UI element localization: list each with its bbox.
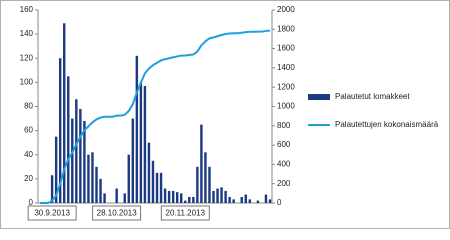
bar: [163, 188, 167, 203]
y2-tick-label: 2000: [277, 5, 295, 14]
y-tick-label: 0: [29, 198, 34, 207]
y2-tick-label: 1200: [277, 82, 295, 91]
legend-label: Palautetut lomakkeet: [335, 92, 410, 101]
y-tick-label: 20: [24, 174, 33, 183]
y2-tick-label: 200: [277, 179, 291, 188]
bar: [228, 196, 231, 203]
y-tick-label: 160: [20, 5, 34, 14]
bar: [188, 196, 191, 203]
bar: [224, 190, 227, 203]
bar: [212, 190, 215, 203]
bar: [50, 175, 54, 203]
bar: [175, 192, 179, 203]
line: [40, 29, 271, 204]
bar: [192, 196, 195, 203]
bar: [139, 82, 143, 203]
bar: [127, 154, 130, 203]
bar: [147, 142, 151, 203]
bar: [256, 200, 260, 203]
bar: [167, 190, 171, 203]
x-label-box: [27, 205, 77, 221]
bar: [159, 172, 163, 203]
y2-tick-label: 600: [277, 140, 291, 149]
bar: [95, 166, 98, 203]
bar: [204, 152, 207, 203]
bar: [58, 58, 62, 203]
bar: [171, 190, 175, 203]
chart: 0204060801001201401600200400600800100012…: [0, 0, 450, 229]
bar: [143, 85, 147, 203]
x-label-box: [92, 205, 142, 221]
bar: [54, 136, 58, 203]
bar: [268, 199, 272, 203]
bar: [63, 23, 66, 203]
bar: [71, 118, 74, 203]
bar: [151, 160, 155, 203]
x-label-box: [160, 205, 210, 221]
bar: [67, 76, 70, 203]
bar: [123, 193, 126, 203]
bar: [91, 152, 94, 203]
bar: [83, 120, 86, 203]
y-tick-label: 60: [24, 126, 33, 135]
y-tick-label: 140: [20, 29, 34, 38]
y2-tick-label: 1000: [277, 102, 295, 111]
y2-tick-label: 1400: [277, 63, 295, 72]
bar: [131, 118, 135, 203]
y2-tick-label: 800: [277, 121, 291, 130]
x-tick-label: 28.10.2013: [97, 209, 138, 218]
bar: [244, 194, 247, 203]
bar: [180, 193, 183, 203]
bar: [232, 199, 235, 203]
x-tick-label: 30.9.2013: [34, 209, 70, 218]
bar: [87, 154, 90, 203]
bar: [115, 188, 118, 203]
y-tick-label: 100: [20, 77, 34, 86]
bar: [264, 194, 268, 203]
y2-tick-label: 400: [277, 160, 291, 169]
bar: [103, 193, 106, 203]
bar: [155, 172, 159, 203]
bar: [196, 166, 199, 203]
y-tick-label: 120: [20, 53, 34, 62]
bar: [79, 108, 82, 203]
legend-swatch: [308, 94, 330, 100]
y2-tick-label: 1600: [277, 44, 295, 53]
bar: [184, 200, 187, 203]
y2-tick-label: 1800: [277, 24, 295, 33]
bar: [75, 99, 78, 203]
bar: [216, 188, 219, 203]
bar: [248, 199, 252, 203]
bar: [208, 166, 211, 203]
y-tick-label: 80: [24, 102, 33, 111]
x-tick-label: 20.11.2013: [166, 209, 206, 218]
bar: [240, 196, 243, 203]
y-tick-label: 40: [24, 150, 33, 159]
bar: [220, 187, 223, 203]
bar: [135, 55, 139, 204]
legend-label: Palautettujen kokonaismäärä: [335, 120, 439, 129]
bar: [99, 178, 102, 203]
bar: [200, 124, 203, 203]
y2-tick-label: 0: [277, 198, 282, 207]
